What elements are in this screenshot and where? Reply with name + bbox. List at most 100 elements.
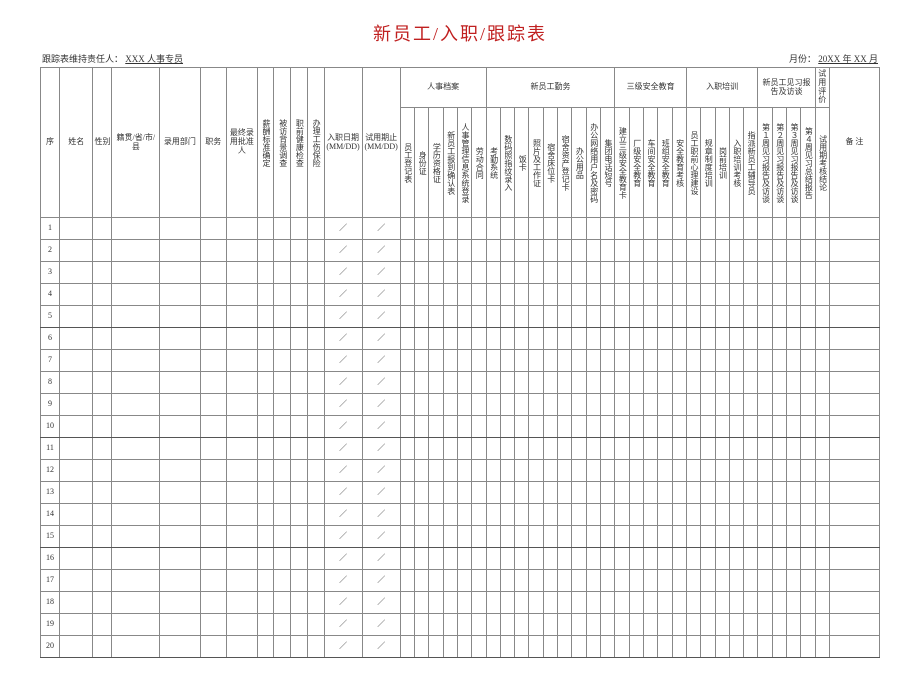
table-cell bbox=[291, 460, 308, 482]
table-cell bbox=[629, 460, 643, 482]
table-cell bbox=[586, 482, 600, 504]
table-cell bbox=[600, 438, 614, 460]
table-cell bbox=[60, 350, 93, 372]
table-cell bbox=[543, 284, 557, 306]
table-row: 3／／ bbox=[41, 262, 880, 284]
table-cell bbox=[486, 438, 500, 460]
table-cell bbox=[786, 394, 800, 416]
table-cell bbox=[93, 350, 112, 372]
table-cell bbox=[815, 416, 829, 438]
table-cell bbox=[600, 570, 614, 592]
col-c4: 办理工伤保险 bbox=[307, 68, 324, 218]
table-cell bbox=[629, 328, 643, 350]
table-cell bbox=[729, 570, 743, 592]
table-cell bbox=[615, 240, 629, 262]
table-cell bbox=[744, 526, 758, 548]
table-row: 1／／ bbox=[41, 218, 880, 240]
table-cell bbox=[686, 460, 700, 482]
table-cell bbox=[815, 438, 829, 460]
table-cell bbox=[786, 592, 800, 614]
table-cell bbox=[600, 284, 614, 306]
table-cell bbox=[160, 372, 201, 394]
table-cell bbox=[400, 284, 414, 306]
table-cell bbox=[226, 218, 257, 240]
table-cell bbox=[701, 328, 715, 350]
table-cell bbox=[291, 504, 308, 526]
table-cell bbox=[257, 504, 274, 526]
table-cell bbox=[400, 328, 414, 350]
table-cell bbox=[160, 438, 201, 460]
table-cell bbox=[486, 240, 500, 262]
table-cell bbox=[715, 482, 729, 504]
table-cell bbox=[758, 394, 772, 416]
table-cell bbox=[672, 526, 686, 548]
table-cell bbox=[643, 284, 657, 306]
month-label: 月份： bbox=[789, 54, 816, 64]
table-cell bbox=[429, 306, 443, 328]
table-cell bbox=[558, 438, 572, 460]
table-cell bbox=[257, 218, 274, 240]
table-cell bbox=[291, 306, 308, 328]
table-cell bbox=[529, 306, 543, 328]
table-cell bbox=[257, 372, 274, 394]
table-cell bbox=[672, 636, 686, 658]
table-cell bbox=[443, 416, 457, 438]
table-cell bbox=[400, 504, 414, 526]
table-cell bbox=[658, 350, 672, 372]
table-cell bbox=[600, 328, 614, 350]
col-c2: 被访背景调查 bbox=[274, 68, 291, 218]
table-cell bbox=[572, 570, 586, 592]
table-cell bbox=[226, 284, 257, 306]
table-cell bbox=[572, 438, 586, 460]
col-d6: 劳动合同 bbox=[472, 108, 486, 218]
table-cell bbox=[558, 570, 572, 592]
table-cell bbox=[529, 416, 543, 438]
table-cell bbox=[572, 592, 586, 614]
table-cell bbox=[226, 438, 257, 460]
table-cell bbox=[257, 350, 274, 372]
table-cell: ／ bbox=[362, 262, 400, 284]
table-cell: 4 bbox=[41, 284, 60, 306]
table-cell bbox=[729, 438, 743, 460]
table-cell bbox=[643, 460, 657, 482]
table-cell bbox=[93, 614, 112, 636]
table-cell bbox=[415, 526, 429, 548]
table-cell bbox=[686, 394, 700, 416]
table-cell bbox=[226, 570, 257, 592]
table-cell bbox=[443, 636, 457, 658]
table-cell bbox=[486, 306, 500, 328]
table-cell bbox=[772, 394, 786, 416]
table-cell bbox=[457, 482, 471, 504]
table-cell: 16 bbox=[41, 548, 60, 570]
table-cell bbox=[415, 548, 429, 570]
table-cell bbox=[529, 548, 543, 570]
table-cell bbox=[701, 218, 715, 240]
table-cell bbox=[291, 482, 308, 504]
table-cell bbox=[558, 460, 572, 482]
table-cell bbox=[60, 262, 93, 284]
table-cell bbox=[643, 636, 657, 658]
table-cell bbox=[500, 526, 514, 548]
table-cell bbox=[307, 482, 324, 504]
table-cell bbox=[500, 416, 514, 438]
table-cell bbox=[160, 262, 201, 284]
table-cell bbox=[815, 592, 829, 614]
table-cell bbox=[112, 262, 160, 284]
table-cell: ／ bbox=[324, 306, 362, 328]
table-cell: 15 bbox=[41, 526, 60, 548]
table-cell bbox=[643, 350, 657, 372]
table-cell bbox=[758, 504, 772, 526]
table-cell bbox=[60, 592, 93, 614]
table-cell bbox=[658, 240, 672, 262]
table-cell bbox=[658, 548, 672, 570]
table-cell bbox=[701, 394, 715, 416]
table-cell bbox=[472, 482, 486, 504]
table-cell bbox=[658, 636, 672, 658]
table-cell: 17 bbox=[41, 570, 60, 592]
table-cell bbox=[543, 570, 557, 592]
table-cell bbox=[93, 218, 112, 240]
col-dept: 籍贯/省/市/县 bbox=[112, 68, 160, 218]
table-cell bbox=[672, 394, 686, 416]
table-cell bbox=[786, 306, 800, 328]
table-cell bbox=[472, 284, 486, 306]
